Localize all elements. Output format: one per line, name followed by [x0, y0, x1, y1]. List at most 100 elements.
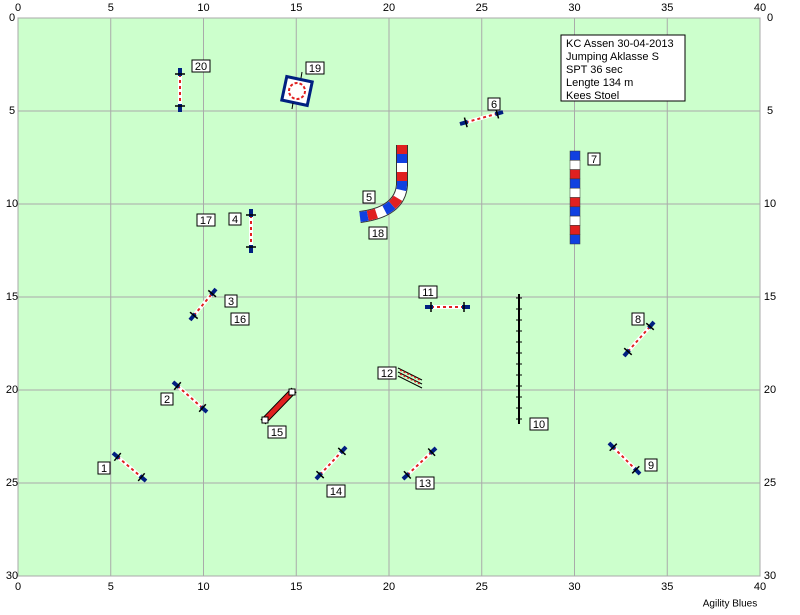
obstacle-label: 6 — [491, 99, 497, 111]
x-tick-label: 10 — [197, 2, 209, 14]
x-tick-label: 25 — [476, 2, 488, 14]
tunnel-seg — [569, 215, 581, 226]
info-line: KC Assen 30-04-2013 — [566, 38, 674, 50]
y-tick-label: 15 — [764, 291, 776, 303]
obstacle-label: 20 — [195, 61, 207, 73]
x-tick-label: 5 — [108, 2, 114, 14]
y-tick-label: 20 — [764, 384, 776, 396]
label-box — [529, 417, 549, 431]
label-box — [487, 97, 501, 111]
y-tick-label: 30 — [764, 570, 776, 582]
tunnel-seg — [569, 225, 581, 235]
obstacle-label: 14 — [330, 486, 342, 498]
y-tick-label: 10 — [6, 198, 18, 210]
x-tick-label: 20 — [383, 581, 395, 593]
info-box — [560, 34, 686, 102]
x-tick-label: 0 — [15, 581, 21, 593]
label-box — [368, 226, 388, 240]
obstacle-label: 9 — [648, 460, 654, 472]
obstacle-label: 15 — [271, 427, 283, 439]
info-line: SPT 36 sec — [566, 64, 623, 76]
obstacle-label: 1 — [101, 463, 107, 475]
jump-post — [337, 447, 347, 456]
tyre-post — [291, 102, 294, 110]
jump-post — [403, 470, 412, 480]
plank-end — [288, 388, 296, 396]
label-box — [326, 484, 346, 498]
x-tick-label: 0 — [15, 2, 21, 14]
y-tick-label: 0 — [9, 12, 15, 24]
obstacle-label: 16 — [234, 314, 246, 326]
tunnel-seg — [569, 160, 581, 170]
jump-post — [609, 443, 618, 452]
obstacle-label: 18 — [372, 228, 384, 240]
x-tick-label: 15 — [290, 2, 302, 14]
label-box — [191, 59, 211, 73]
jump-post — [645, 322, 655, 331]
info-line: Jumping Aklasse S — [566, 51, 659, 63]
obstacle-label: 4 — [232, 214, 238, 226]
x-tick-label: 15 — [290, 581, 302, 593]
y-tick-label: 30 — [6, 570, 18, 582]
obstacle-label: 8 — [635, 314, 641, 326]
y-tick-label: 5 — [767, 105, 773, 117]
info-line: Kees Stoel — [566, 90, 619, 102]
label-box — [587, 152, 601, 166]
y-tick-label: 15 — [6, 291, 18, 303]
jump-post — [137, 472, 146, 482]
info-line: Lengte 134 m — [566, 77, 633, 89]
x-tick-label: 30 — [568, 581, 580, 593]
tyre-post — [300, 71, 303, 79]
jump-post — [207, 289, 217, 298]
jump-post — [315, 470, 325, 479]
x-tick-label: 30 — [568, 2, 580, 14]
obstacle-label: 3 — [228, 296, 234, 308]
tunnel-seg — [569, 169, 581, 180]
y-tick-label: 10 — [764, 198, 776, 210]
x-tick-label: 35 — [661, 581, 673, 593]
label-box — [415, 476, 435, 490]
jump-post — [427, 447, 436, 457]
jump-post — [113, 452, 122, 462]
tyre-frame — [280, 74, 314, 108]
tunnel-seg — [569, 234, 581, 245]
footer: Agility Blues — [703, 599, 757, 610]
x-tick-label: 10 — [197, 581, 209, 593]
label-box — [362, 190, 376, 204]
obstacle-label: 5 — [366, 192, 372, 204]
obstacle-label: 12 — [381, 368, 393, 380]
tunnel-seg — [569, 206, 581, 217]
label-box — [97, 461, 111, 475]
label-box — [228, 212, 242, 226]
jump-post — [623, 347, 633, 356]
y-tick-label: 0 — [767, 12, 773, 24]
label-box — [644, 458, 658, 472]
tunnel — [359, 145, 407, 222]
jump-post — [173, 381, 182, 391]
label-box — [267, 425, 287, 439]
long-jump — [397, 375, 423, 389]
label-box — [418, 285, 438, 299]
x-tick-label: 5 — [108, 581, 114, 593]
y-tick-label: 20 — [6, 384, 18, 396]
x-tick-label: 20 — [383, 2, 395, 14]
tunnel-seg — [569, 150, 581, 161]
tyre — [288, 82, 306, 100]
long-jump — [397, 371, 423, 385]
obstacle-label: 7 — [591, 154, 597, 166]
jump-post — [631, 465, 640, 474]
tunnel-seg — [569, 178, 581, 189]
obstacle-label: 19 — [309, 63, 321, 75]
obstacle-label: 2 — [164, 394, 170, 406]
plank-end — [261, 416, 269, 424]
label-box — [196, 213, 216, 227]
tunnel — [359, 145, 407, 222]
obstacle-label: 11 — [422, 287, 433, 299]
y-tick-label: 5 — [9, 105, 15, 117]
obstacle-label: 10 — [533, 419, 545, 431]
label-box — [230, 312, 250, 326]
y-tick-label: 25 — [6, 477, 18, 489]
label-box — [224, 294, 238, 308]
